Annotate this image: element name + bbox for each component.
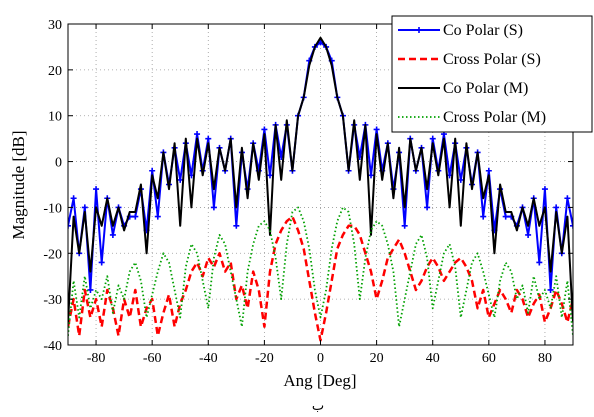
series-marker-1 bbox=[547, 286, 554, 293]
x-tick-label: 0 bbox=[317, 351, 324, 366]
x-axis-label: Ang [Deg] bbox=[283, 371, 356, 390]
y-tick-label: 10 bbox=[48, 110, 62, 125]
series-marker-1 bbox=[149, 167, 156, 174]
series-marker-1 bbox=[564, 195, 571, 202]
series-line-3 bbox=[68, 36, 573, 323]
series-marker-1 bbox=[368, 172, 374, 179]
y-axis-label: Magnitude [dB] bbox=[9, 130, 28, 239]
legend-marker-1 bbox=[416, 27, 422, 33]
series-marker-1 bbox=[424, 204, 431, 211]
series-marker-1 bbox=[70, 195, 77, 202]
legend-label-1: Co Polar (S) bbox=[443, 22, 523, 39]
series-marker-1 bbox=[525, 231, 532, 238]
legend-box bbox=[391, 15, 593, 133]
series-marker-1 bbox=[233, 222, 240, 229]
series-marker-1 bbox=[373, 126, 380, 133]
series-marker-1 bbox=[93, 186, 100, 193]
series-marker-1 bbox=[541, 186, 548, 193]
series-marker-1 bbox=[502, 213, 509, 220]
series-marker-1 bbox=[132, 213, 139, 220]
series-marker-1 bbox=[261, 126, 268, 133]
y-tick-label: 20 bbox=[48, 64, 62, 79]
series-marker-1 bbox=[553, 204, 560, 211]
y-tick-label: -30 bbox=[43, 293, 62, 308]
series-marker-1 bbox=[68, 222, 71, 229]
legend-label-4: Cross Polar (M) bbox=[443, 109, 546, 126]
legend: Co Polar (S) Cross Polar (S) Co Polar (M) C… bbox=[391, 15, 593, 133]
series-marker-1 bbox=[109, 231, 116, 238]
series-marker-1 bbox=[87, 286, 94, 293]
x-tick-label: -40 bbox=[199, 351, 218, 366]
y-tick-label: -10 bbox=[43, 201, 62, 216]
series-marker-1 bbox=[429, 135, 436, 142]
y-tick-label: 30 bbox=[48, 18, 62, 33]
x-tick-label: 20 bbox=[370, 351, 384, 366]
series-marker-1 bbox=[570, 222, 573, 229]
series-line-4 bbox=[68, 206, 573, 336]
series-marker-1 bbox=[267, 172, 273, 179]
x-tick-label: -20 bbox=[255, 351, 274, 366]
series-marker-1 bbox=[194, 131, 201, 138]
series-marker-1 bbox=[536, 259, 543, 266]
x-tick-label: -60 bbox=[143, 351, 162, 366]
series-marker-1 bbox=[154, 213, 161, 220]
y-tick-label: -20 bbox=[43, 247, 62, 262]
x-tick-label: 60 bbox=[482, 351, 496, 366]
x-tick-label: -80 bbox=[87, 351, 106, 366]
x-tick-label: 80 bbox=[538, 351, 552, 366]
series-marker-1 bbox=[81, 204, 88, 211]
series-marker-1 bbox=[98, 259, 105, 266]
series-marker-1 bbox=[210, 204, 217, 211]
ticks: -80 -60 -40 -20 0 20 40 60 80 -40 -30 -20 -10 0 10 20 30 bbox=[43, 18, 573, 366]
figure-caption: ب bbox=[312, 399, 324, 414]
legend-label-2: Cross Polar (S) bbox=[443, 51, 541, 68]
series-marker-1 bbox=[480, 213, 487, 220]
series-marker-1 bbox=[485, 167, 492, 174]
legend-label-3: Co Polar (M) bbox=[443, 80, 528, 97]
series-marker-1 bbox=[205, 135, 212, 142]
y-tick-label: -40 bbox=[43, 339, 62, 354]
y-tick-label: 0 bbox=[55, 156, 62, 171]
x-tick-label: 40 bbox=[426, 351, 440, 366]
series-marker-1 bbox=[401, 222, 408, 229]
